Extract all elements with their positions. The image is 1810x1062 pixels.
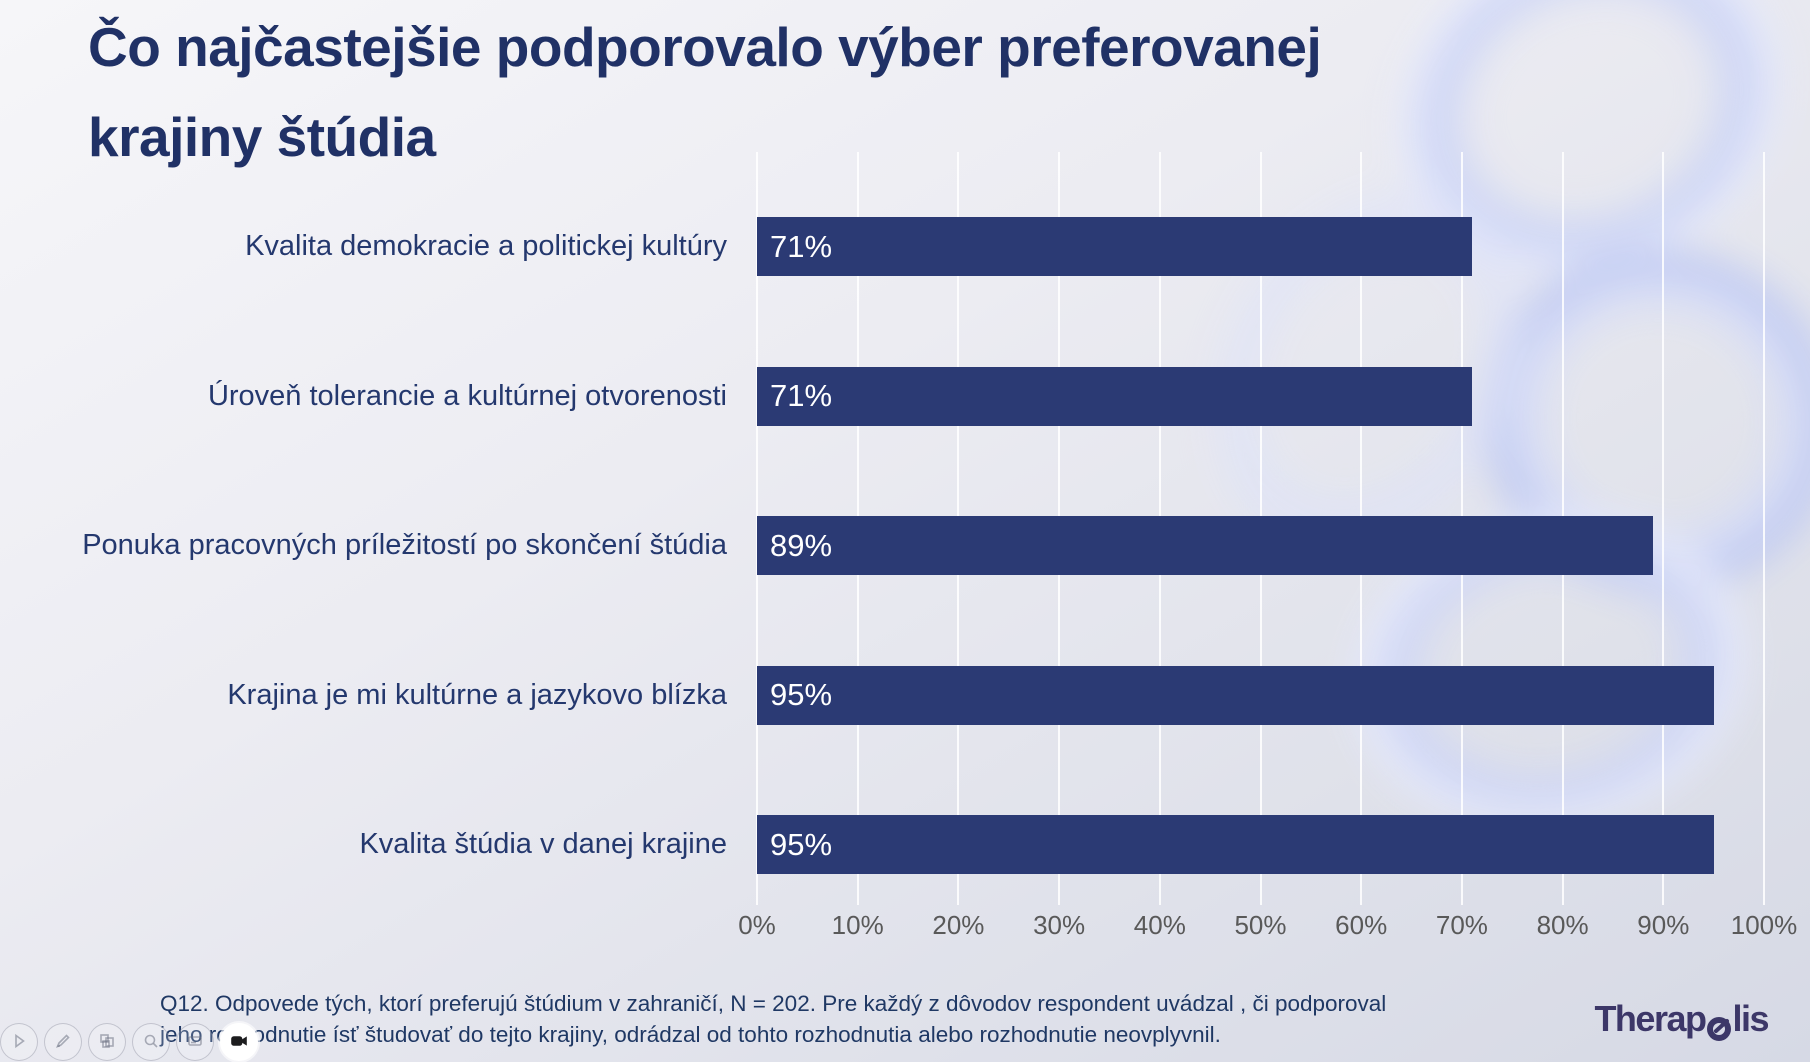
x-axis-tick-label: 0% xyxy=(738,910,776,940)
category-label: Kvalita demokracie a politickej kultúry xyxy=(245,230,727,263)
x-axis-tick-label: 30% xyxy=(1033,910,1086,940)
slide-title: Čo najčastejšie podporovalo výber prefer… xyxy=(88,2,1608,182)
x-axis-tick-label: 100% xyxy=(1730,910,1798,940)
chart-row: Krajina je mi kultúrne a jazykovo blízka… xyxy=(0,621,1764,771)
footnote-line1: Q12. Odpovede tých, ktorí preferujú štúd… xyxy=(160,991,1387,1016)
slide-title-line2: krajiny štúdia xyxy=(88,106,436,168)
x-axis-tick-label: 90% xyxy=(1637,910,1690,940)
slide-title-line1: Čo najčastejšie podporovalo výber prefer… xyxy=(88,16,1322,78)
bar-value-label: 95% xyxy=(770,677,833,713)
bar-track: 89% xyxy=(757,516,1764,576)
bar: 95% xyxy=(757,665,1714,725)
next-slide-icon xyxy=(10,1032,28,1053)
next-slide-button[interactable] xyxy=(0,1023,38,1061)
x-axis-tick-label: 50% xyxy=(1234,910,1287,940)
bar: 71% xyxy=(757,366,1472,426)
category-label: Úroveň tolerancie a kultúrnej otvorenost… xyxy=(207,379,727,412)
footnote-line2: jeho rozhodnutie ísť študovať do tejto k… xyxy=(160,1022,1221,1047)
x-axis-tick-label: 80% xyxy=(1536,910,1589,940)
bar-track: 71% xyxy=(757,366,1764,426)
all-slides-button[interactable] xyxy=(88,1023,126,1061)
zoom-button[interactable] xyxy=(132,1023,170,1061)
pen-button[interactable] xyxy=(44,1023,82,1061)
pen-icon xyxy=(54,1032,72,1053)
gridline xyxy=(1662,152,1665,905)
subtitles-button[interactable] xyxy=(176,1023,214,1061)
x-axis-tick-label: 60% xyxy=(1335,910,1388,940)
bar: 89% xyxy=(757,516,1654,576)
category-label: Krajina je mi kultúrne a jazykovo blízka xyxy=(227,678,727,711)
chart-row: Úroveň tolerancie a kultúrnej otvorenost… xyxy=(0,322,1764,472)
bar-value-label: 71% xyxy=(770,378,833,414)
chart-rows: Kvalita demokracie a politickej kultúry 7… xyxy=(0,172,1764,920)
logo-therapolis: Therap lis xyxy=(1594,998,1769,1041)
x-axis: 0% 10% 20% 30% 40% 50% 60% 70% 80% 90% 100% xyxy=(738,910,1797,950)
bar-value-label: 89% xyxy=(770,527,833,563)
camera-icon xyxy=(229,1031,249,1054)
category-label: Kvalita štúdia v danej krajine xyxy=(359,828,727,861)
zoom-icon xyxy=(142,1032,160,1053)
footnote: Q12. Odpovede tých, ktorí preferujú štúd… xyxy=(160,988,1450,1050)
x-axis-tick-label: 10% xyxy=(831,910,884,940)
chart-row: Ponuka pracovných príležitostí po skonče… xyxy=(0,471,1764,621)
x-axis-tick-label: 40% xyxy=(1133,910,1186,940)
camera-button[interactable] xyxy=(220,1023,258,1061)
bar-value-label: 71% xyxy=(770,228,833,264)
subtitles-icon xyxy=(186,1032,204,1053)
bar-track: 95% xyxy=(757,665,1764,725)
category-label: Ponuka pracovných príležitostí po skonče… xyxy=(82,529,727,562)
gridline xyxy=(1763,152,1765,905)
bar-track: 71% xyxy=(757,217,1764,277)
all-slides-icon xyxy=(98,1032,116,1053)
chart-row: Kvalita demokracie a politickej kultúry 7… xyxy=(0,172,1764,322)
bar: 71% xyxy=(757,217,1472,277)
x-axis-tick-label: 70% xyxy=(1435,910,1488,940)
bar-value-label: 95% xyxy=(770,826,833,862)
chart-row: Kvalita štúdia v danej krajine 95% xyxy=(0,770,1764,920)
logo-text-prefix: Therap xyxy=(1594,998,1707,1039)
bar-track: 95% xyxy=(757,815,1764,875)
logo-text-suffix: lis xyxy=(1732,998,1769,1039)
x-axis-tick-label: 20% xyxy=(932,910,985,940)
logo-stylized-o-icon xyxy=(1706,1008,1732,1041)
bar: 95% xyxy=(757,815,1714,875)
